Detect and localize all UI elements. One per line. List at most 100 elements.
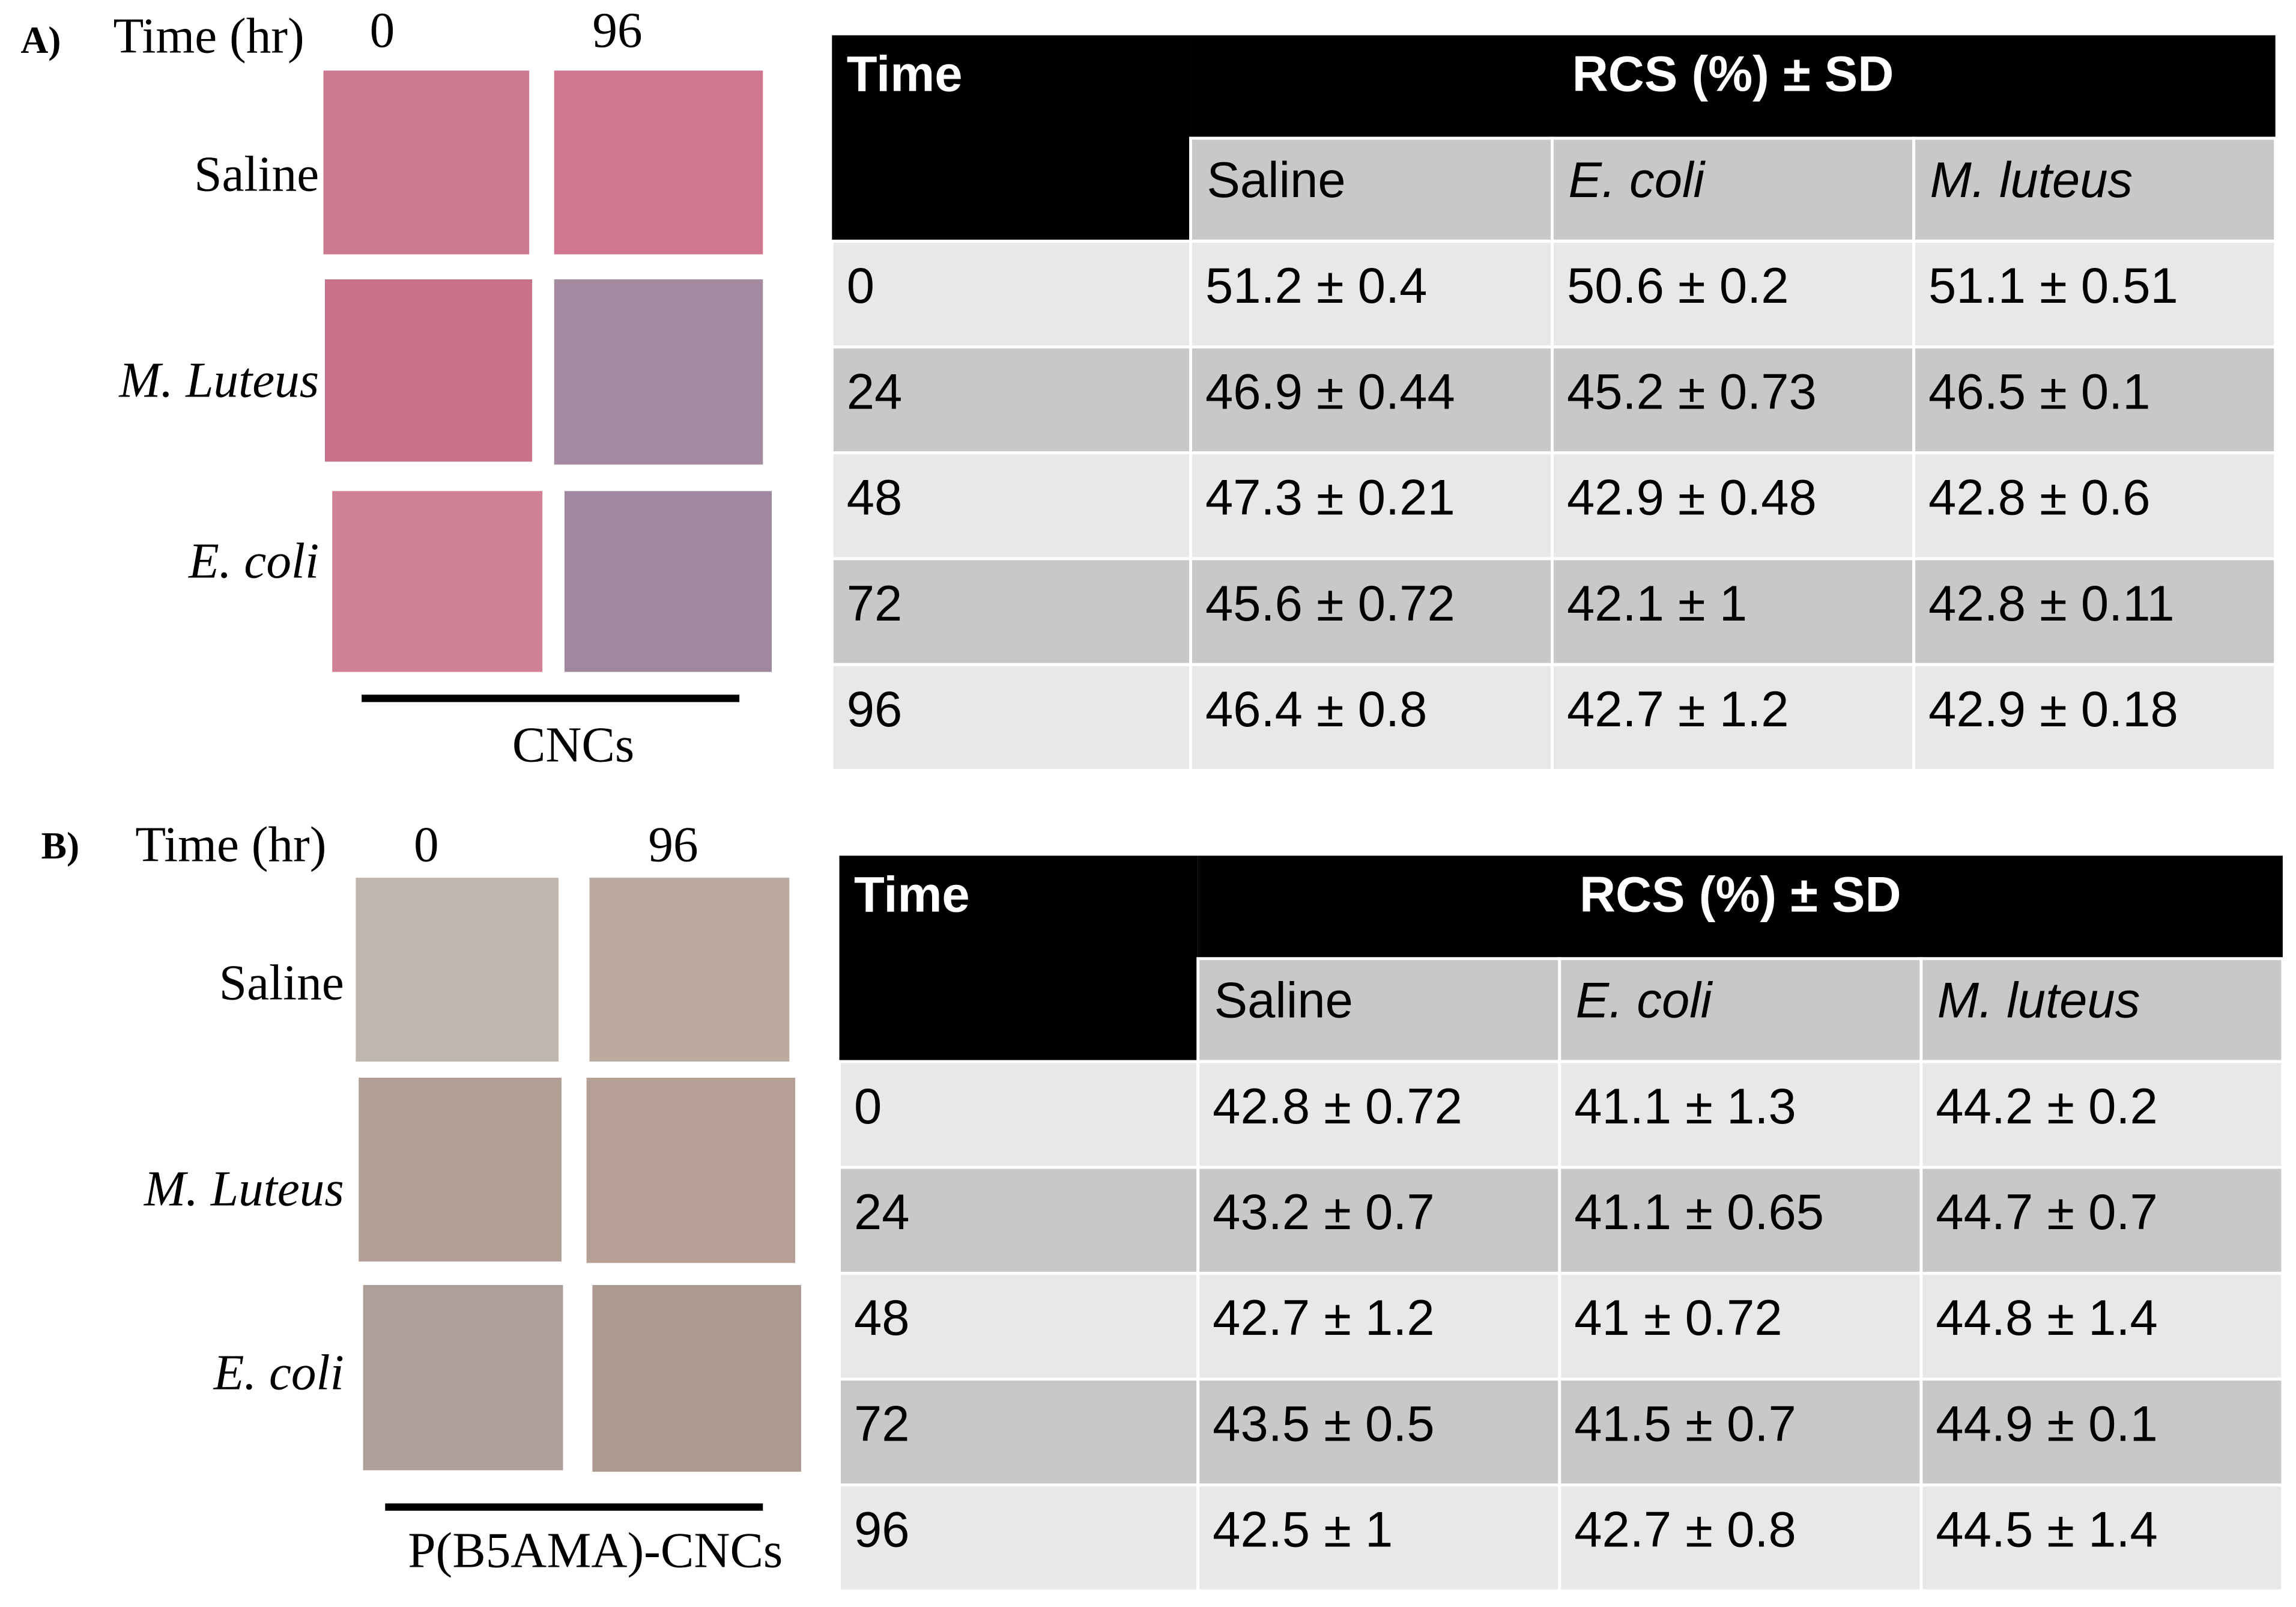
cell-text: 48 xyxy=(847,470,903,526)
cell-text: 42.7 ± 1.2 xyxy=(1567,681,1789,737)
cell-text: 44.7 ± 0.7 xyxy=(1936,1184,2158,1240)
time-value: 96 xyxy=(648,817,698,872)
table-cell xyxy=(830,663,1192,772)
cell-text: 42.9 ± 0.48 xyxy=(1567,470,1817,526)
time-label: Time (hr) xyxy=(114,8,304,64)
table-cell xyxy=(1919,1165,2285,1275)
table-cell xyxy=(1919,1060,2285,1169)
photo-shade xyxy=(332,491,543,672)
table-cell xyxy=(1919,1378,2285,1487)
cell-text: 43.5 ± 0.5 xyxy=(1213,1396,1434,1451)
table-cell xyxy=(1196,1271,1561,1381)
panel: B) Time (hr) 0 96 Saline M. Luteus E. coli P(B5… xyxy=(41,817,2285,1593)
cell-text: 42.8 ± 0.72 xyxy=(1213,1078,1462,1134)
cell-text: 42.5 ± 1 xyxy=(1213,1502,1393,1558)
table-cell xyxy=(1551,345,1916,455)
corner-text: Time xyxy=(847,46,963,102)
cell-text: 96 xyxy=(854,1502,910,1558)
column-header-text: Saline xyxy=(1207,152,1345,208)
table-cell xyxy=(1919,1271,2285,1381)
sample-photo xyxy=(586,1077,796,1263)
cell-text: 96 xyxy=(847,681,903,737)
group-header-cell xyxy=(1190,35,2276,139)
cell-text: 48 xyxy=(854,1290,910,1346)
cell-text: 51.1 ± 0.51 xyxy=(1928,258,2178,314)
table-cell xyxy=(1189,345,1554,455)
table-cell xyxy=(1912,239,2277,349)
cell-text: 0 xyxy=(847,258,874,314)
sample-photo xyxy=(359,1077,562,1262)
cell-text: 50.6 ± 0.2 xyxy=(1567,258,1789,314)
table-cell xyxy=(838,1271,1200,1381)
time-value: 96 xyxy=(592,2,642,58)
table-cell xyxy=(1551,451,1916,560)
sample-photo xyxy=(363,1285,563,1471)
data-table: Time RCS (%) ± SD Saline E. coli M. luteus 0 4… xyxy=(838,855,2285,1593)
cell-text: 41 ± 0.72 xyxy=(1574,1290,1782,1346)
cell-text: 44.5 ± 1.4 xyxy=(1936,1502,2158,1558)
table-cell xyxy=(1196,1378,1561,1487)
cell-text: 46.9 ± 0.44 xyxy=(1205,363,1455,419)
table-cell xyxy=(1189,239,1554,349)
sample-photo xyxy=(324,279,533,462)
cell-text: 41.1 ± 0.65 xyxy=(1574,1184,1824,1240)
cell-text: 51.2 ± 0.4 xyxy=(1205,258,1427,314)
photo-shade xyxy=(359,1077,562,1262)
cell-text: 46.4 ± 0.8 xyxy=(1205,681,1427,737)
table-cell xyxy=(1912,451,2277,560)
corner-text: Time xyxy=(854,866,970,922)
column-header-text: M. luteus xyxy=(1930,152,2133,208)
cell-text: 41.5 ± 0.7 xyxy=(1574,1396,1796,1451)
table-cell xyxy=(838,1483,1200,1593)
table-cell xyxy=(1912,663,2277,772)
panel-label: B) xyxy=(41,824,80,867)
column-header-cell xyxy=(1189,136,1554,243)
photo-shade xyxy=(554,279,763,465)
photo-shade xyxy=(589,878,790,1062)
sample-photo xyxy=(323,70,530,255)
cell-text: 24 xyxy=(854,1184,910,1240)
cell-text: 42.7 ± 0.8 xyxy=(1574,1502,1796,1558)
table-cell xyxy=(1196,1060,1561,1169)
cell-text: 44.2 ± 0.2 xyxy=(1936,1078,2158,1134)
sample-photo xyxy=(554,279,763,465)
table-cell xyxy=(1558,1378,1923,1487)
table-cell xyxy=(838,1378,1200,1487)
panel: A) Time (hr) 0 96 Saline M. Luteus E. coli CNCs… xyxy=(20,2,2277,772)
cell-text: 43.2 ± 0.7 xyxy=(1213,1184,1434,1240)
corner-cell xyxy=(832,35,1191,242)
photo-shade xyxy=(564,491,772,672)
table-cell xyxy=(1551,663,1916,772)
sample-photo xyxy=(592,1285,801,1472)
table-cell xyxy=(1558,1483,1923,1593)
data-table: Time RCS (%) ± SD Saline E. coli M. luteus 0 5… xyxy=(830,35,2277,772)
cell-text: 24 xyxy=(847,363,903,419)
time-label: Time (hr) xyxy=(135,817,326,872)
table-cell xyxy=(1558,1060,1923,1169)
column-header-text: E. coli xyxy=(1568,152,1706,208)
sample-label: Saline xyxy=(194,147,319,202)
column-header-text: Saline xyxy=(1214,973,1353,1028)
table-cell xyxy=(830,345,1192,455)
table-cell xyxy=(1558,1271,1923,1381)
cell-text: 0 xyxy=(854,1078,882,1134)
cell-text: 72 xyxy=(854,1396,910,1451)
photo-shade xyxy=(554,70,763,255)
photo-shade xyxy=(323,70,530,255)
column-header-text: E. coli xyxy=(1576,973,1713,1028)
time-value: 0 xyxy=(370,2,395,58)
photo-shade xyxy=(592,1285,801,1472)
time-value: 0 xyxy=(414,817,439,872)
cell-text: 47.3 ± 0.21 xyxy=(1205,470,1455,526)
photo-shade xyxy=(356,878,559,1062)
sample-photo xyxy=(564,491,772,672)
cell-text: 44.8 ± 1.4 xyxy=(1936,1290,2158,1346)
cell-text: 44.9 ± 0.1 xyxy=(1936,1396,2158,1451)
caption: P(B5AMA)-CNCs xyxy=(408,1522,783,1578)
sample-label: M. Luteus xyxy=(118,352,319,407)
sample-photo xyxy=(589,878,790,1062)
table-cell xyxy=(1919,1483,2285,1593)
photo-shade xyxy=(363,1285,563,1471)
